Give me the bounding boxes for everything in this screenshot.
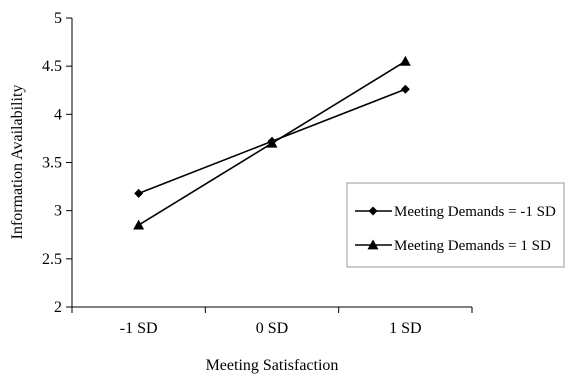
y-tick-label: 4 bbox=[54, 106, 62, 123]
series-point bbox=[133, 219, 145, 230]
y-axis-title: Information Availability bbox=[9, 85, 26, 240]
y-tick-label: 5 bbox=[54, 10, 62, 27]
plot-area bbox=[133, 55, 411, 230]
y-ticks: 2 2.5 3 3.5 4 4.5 5 bbox=[42, 10, 72, 316]
x-axis-title: Meeting Satisfaction bbox=[206, 357, 339, 374]
legend-item-2: Meeting Demands = 1 SD bbox=[355, 238, 551, 254]
x-axis: -1 SD 0 SD 1 SD bbox=[71, 306, 473, 337]
series-point bbox=[134, 188, 144, 198]
y-tick-label: 2.5 bbox=[42, 251, 62, 268]
y-tick-label: 4.5 bbox=[42, 58, 62, 75]
y-tick-label: 3 bbox=[54, 203, 62, 220]
legend: Meeting Demands = -1 SD Meeting Demands =… bbox=[346, 182, 565, 268]
legend-label: Meeting Demands = -1 SD bbox=[394, 204, 556, 220]
legend-marker bbox=[368, 206, 378, 216]
y-tick-label: 3.5 bbox=[42, 155, 62, 172]
series-point bbox=[400, 84, 410, 94]
y-tick-label: 2 bbox=[54, 299, 62, 316]
legend-items: Meeting Demands = -1 SD Meeting Demands =… bbox=[355, 204, 556, 254]
legend-label: Meeting Demands = 1 SD bbox=[394, 238, 551, 254]
x-tick-label: 0 SD bbox=[256, 320, 288, 337]
x-ticks: -1 SD 0 SD 1 SD bbox=[71, 307, 473, 337]
legend-box bbox=[346, 182, 565, 268]
legend-item-1: Meeting Demands = -1 SD bbox=[355, 204, 556, 220]
y-axis: 2 2.5 3 3.5 4 4.5 5 bbox=[42, 10, 73, 316]
series-point bbox=[266, 137, 278, 148]
series-2 bbox=[133, 55, 411, 230]
x-tick-label: -1 SD bbox=[120, 320, 158, 337]
legend-marker bbox=[367, 239, 379, 250]
x-tick-label: 1 SD bbox=[389, 320, 421, 337]
series-point bbox=[399, 55, 411, 66]
